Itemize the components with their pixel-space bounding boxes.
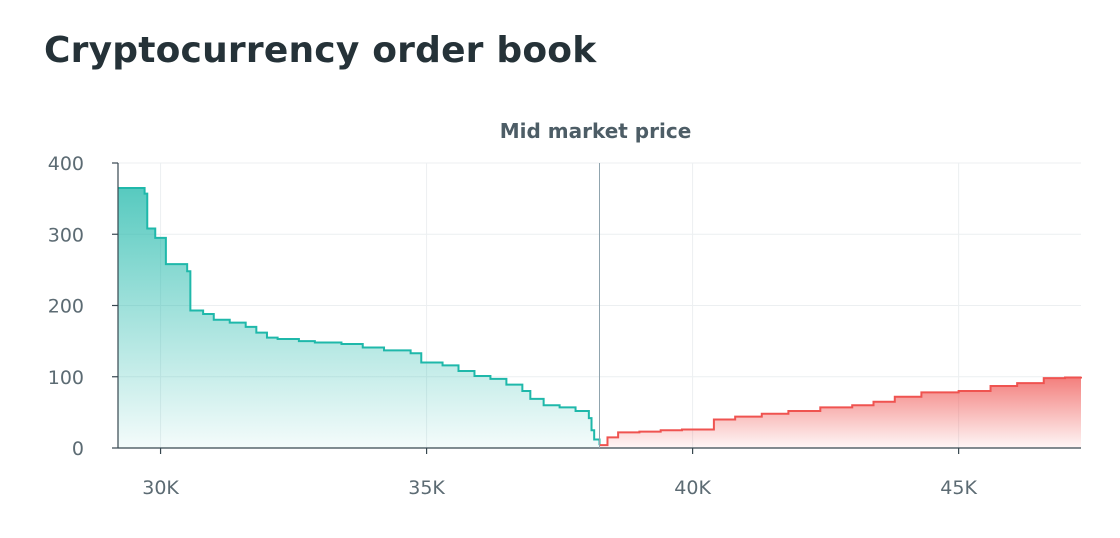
tick-labels: 0 100 200 300 400 30K 35K 40K 45K — [48, 153, 978, 499]
chart-title: Cryptocurrency order book — [44, 30, 597, 71]
asks-area — [599, 376, 1081, 448]
bids-area — [118, 187, 600, 448]
depth-areas — [118, 186, 1082, 448]
x-tick-label: 35K — [408, 477, 445, 499]
y-tick-label: 300 — [48, 224, 84, 246]
y-tick-label: 400 — [48, 153, 84, 175]
mid-market-label: Mid market price — [500, 119, 692, 143]
x-tick-label: 40K — [674, 477, 711, 499]
mid-market-annotation: Mid market price — [500, 119, 692, 448]
bids-line — [118, 186, 601, 446]
y-tick-label: 100 — [48, 367, 84, 389]
asks-line — [599, 376, 1082, 447]
y-tick-label: 200 — [48, 296, 84, 318]
y-tick-label: 0 — [72, 438, 84, 460]
x-tick-label: 45K — [940, 477, 977, 499]
x-tick-label: 30K — [142, 477, 179, 499]
